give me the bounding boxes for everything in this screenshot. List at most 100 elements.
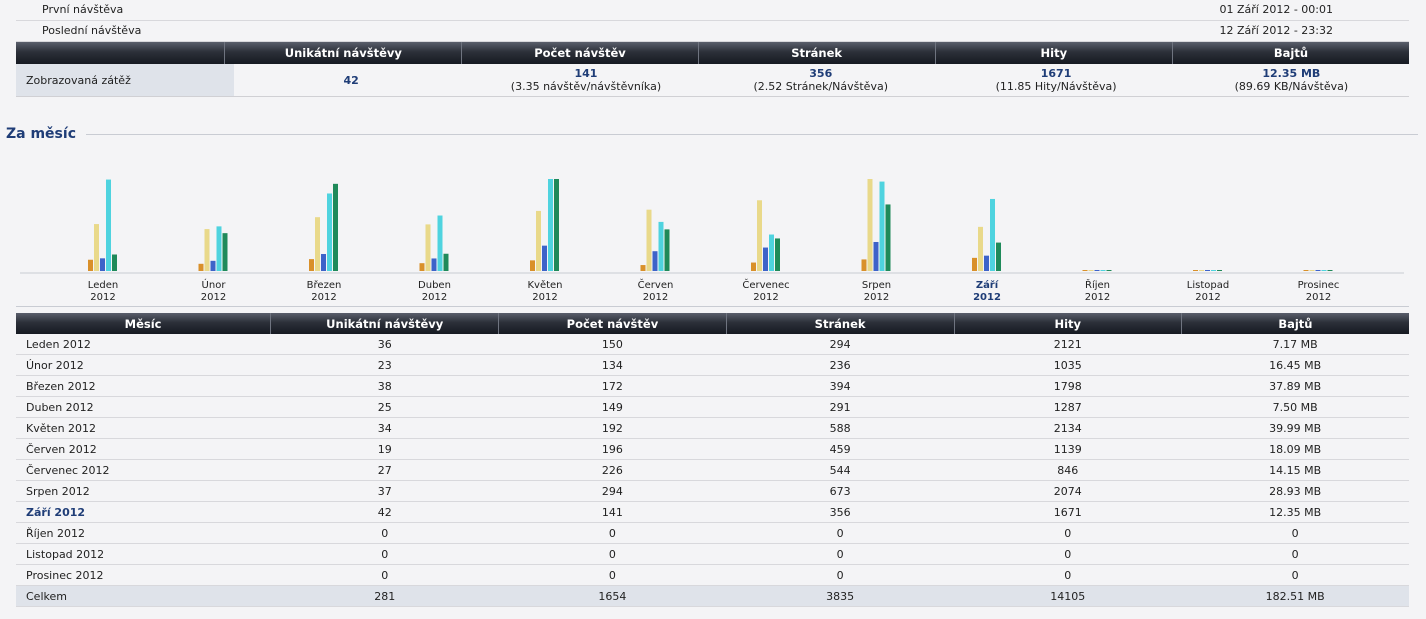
table-row: Říjen 2012 0 0 0 0 0 [16,522,1409,544]
table-cell: Červen 2012 [16,438,271,460]
table-cell: 291 [726,396,955,418]
table-cell: 0 [270,522,499,544]
table-cell: 14.15 MB [1181,459,1409,481]
summary-header-visits: Počet návštěv [462,42,699,64]
chart-bar [1315,270,1321,271]
table-cell: 134 [498,354,727,376]
table-cell: 38 [270,375,499,397]
chart-month-name: Únor [201,280,226,291]
first-visit-value: 01 Září 2012 - 00:01 [1219,3,1333,16]
table-cell: 2074 [954,480,1182,502]
first-visit-label: První návštěva [42,3,124,16]
table-cell: 1035 [954,354,1182,376]
chart-bar [419,263,425,271]
chart-month-year: 2012 [863,292,890,303]
summary-unique-value: 42 [343,73,359,87]
table-cell: 0 [954,564,1182,586]
chart-month-year: 2012 [311,292,337,303]
chart-month-label: Květen 2012 [490,280,600,304]
last-visit-value: 12 Září 2012 - 23:32 [1219,24,1333,37]
chart-bar [984,255,989,271]
table-cell: 27 [270,459,499,481]
table-cell: 0 [954,522,1182,544]
chart-month-name: Leden [87,280,119,291]
table-cell: 1287 [954,396,1182,418]
table-cell: 2121 [954,334,1182,355]
summary-bytes: 12.35 MB (89.69 KB/Návštěva) [1174,64,1409,96]
summary-hits: 1671 (11.85 Hity/Návštěva) [938,64,1173,96]
chart-month-year: 2012 [90,292,116,303]
chart-bar [554,179,559,271]
table-row: Listopad 2012 0 0 0 0 0 [16,543,1409,565]
chart-month-label: Listopad 2012 [1153,280,1263,304]
monthly-table-header: Měsíc Unikátní návštěvy Počet návštěv St… [16,313,1409,334]
chart-bar [978,226,983,271]
table-cell: Listopad 2012 [16,543,271,565]
table-cell: 2134 [954,417,1182,439]
chart-month-year: 2012 [1195,292,1221,303]
table-cell: 294 [726,334,955,355]
chart-bar [652,251,658,271]
chart-month-name: Květen [527,280,563,291]
chart-bar [1106,270,1112,271]
summary-bytes-value: 12.35 MB [1262,67,1321,80]
first-visit-row: První návštěva 01 Září 2012 - 00:01 [16,0,1409,21]
chart-bar [106,179,111,271]
table-cell: Duben 2012 [16,396,271,418]
chart-bar [437,215,443,271]
chart-bar [1303,270,1309,271]
summary-pages-sub: (2.52 Stránek/Návštěva) [753,80,889,93]
chart-month-name: Prosinec [1297,280,1340,291]
summary-header-blank [16,42,226,64]
chart-bar [1211,270,1216,271]
chart-bar [885,204,891,271]
chart-month-name: Říjen [1085,280,1110,291]
col-hits: Hity [954,313,1182,334]
chart-bar [94,224,99,271]
summary-hits-sub: (11.85 Hity/Návštěva) [995,80,1117,93]
chart-bar [879,181,885,271]
chart-month-name: Březen [306,280,342,291]
chart-month-name: Listopad [1186,280,1230,291]
table-cell: Únor 2012 [16,354,271,376]
table-cell: 28.93 MB [1181,480,1409,502]
summary-hits-value: 1671 [1040,67,1072,80]
chart-month-label: Červenec 2012 [711,280,821,304]
table-cell: 182.51 MB [1181,585,1409,607]
summary-row-label: Zobrazovaná zátěž [16,64,234,96]
table-row: Květen 2012 34 192 588 2134 39.99 MB [16,417,1409,439]
col-bytes: Bajtů [1181,313,1409,334]
chart-month-label: Červen 2012 [601,280,711,304]
chart-bar [751,262,756,271]
chart-bar [990,198,995,271]
chart-month-year: 2012 [200,292,227,303]
table-cell: Leden 2012 [16,334,271,355]
table-cell: 37.89 MB [1181,375,1409,397]
chart-month-year: 2012 [421,292,448,303]
table-cell: Březen 2012 [16,375,271,397]
chart-month-name: Červen [637,280,674,291]
chart-bar [1100,270,1106,271]
chart-bar [763,247,768,271]
table-row: Srpen 2012 37 294 673 2074 28.93 MB [16,480,1409,502]
chart-bar [321,254,326,271]
chart-bar [536,210,541,271]
chart-bar [1088,270,1094,271]
chart-month-label: Srpen 2012 [822,280,932,304]
summary-visits-sub: (3.35 návštěv/návštěvníka) [510,80,662,93]
chart-month-name: Září [975,280,999,291]
summary-header: Unikátní návštěvy Počet návštěv Stránek … [16,42,1409,64]
summary-header-hits: Hity [936,42,1173,64]
table-cell: 0 [1181,522,1409,544]
table-cell: 588 [726,417,955,439]
table-cell: Celkem [16,585,271,607]
table-cell: 0 [726,564,955,586]
chart-bar [640,265,646,271]
summary-row: Zobrazovaná zátěž 42 141 (3.35 návštěv/n… [16,64,1409,97]
table-cell: Prosinec 2012 [16,564,271,586]
table-cell: 226 [498,459,727,481]
table-cell: 39.99 MB [1181,417,1409,439]
chart-month-year: 2012 [973,292,1001,303]
chart-bar [664,229,670,271]
table-cell: 7.50 MB [1181,396,1409,418]
